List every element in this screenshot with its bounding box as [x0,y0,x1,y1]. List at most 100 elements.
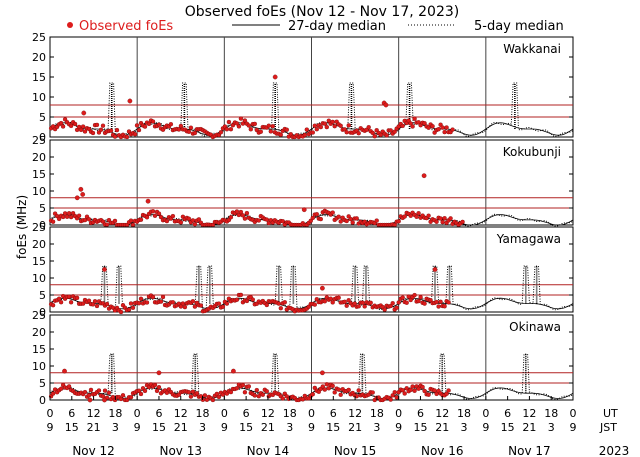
observed-point [328,296,333,301]
observed-point [80,124,86,129]
legend-observed-label: Observed foEs [79,19,173,34]
observed-point [404,300,409,305]
y-tick-label: 20 [32,151,46,164]
observed-point [360,300,365,305]
observed-point [322,121,327,126]
observed-point [426,213,431,218]
observed-point [310,215,315,221]
observed-point [418,295,423,300]
observed-point [156,385,162,390]
observed-point [336,214,341,219]
observed-point [300,397,305,402]
y-axis-label: foEs (MHz) [15,195,29,259]
observed-point [320,370,325,376]
observed-point [100,123,106,128]
observed-point [410,384,415,389]
observed-point [158,299,164,304]
jst-tick-label: 9 [570,421,577,434]
observed-point [304,127,309,132]
jst-tick-label: 3 [199,421,206,434]
observed-point [392,129,397,134]
observed-point [136,388,142,393]
date-label: Nov 14 [247,444,290,457]
observed-point [60,124,66,129]
jst-tick-label: 9 [47,421,54,434]
observed-point [320,285,325,291]
observed-point [228,389,234,395]
observed-point [86,393,92,398]
observed-point [344,218,349,224]
observed-point [78,127,84,133]
observed-point [104,301,110,307]
observed-point [96,388,102,393]
observed-point [80,192,86,197]
ut-tick-label: 6 [417,407,424,420]
observed-point [82,217,88,223]
y-tick-label: 5 [39,289,46,302]
jst-tick-label: 9 [395,421,402,434]
observed-point [322,299,327,304]
observed-point [192,222,198,227]
observed-point [242,390,248,395]
observed-point [238,116,244,121]
jst-tick-label: 3 [461,421,468,434]
observed-point [392,390,397,395]
observed-point [446,300,451,305]
observed-point [372,134,377,139]
jst-tick-label: 21 [522,421,536,434]
y-tick-label: 15 [32,343,46,356]
date-label: Nov 16 [421,444,464,457]
observed-point [330,300,335,305]
observed-point [280,396,285,401]
observed-point [256,218,261,223]
ut-tick-label: 12 [87,407,101,420]
y-tick-label: 25 [32,309,46,322]
observed-point [338,123,343,128]
observed-point [220,304,226,309]
observed-point [346,298,351,303]
observed-point [118,396,124,402]
ut-tick-label: 6 [330,407,337,420]
y-tick-label: 15 [32,255,46,268]
observed-point [400,388,405,393]
observed-point [396,300,401,305]
observed-point [127,98,133,104]
observed-point [270,124,275,129]
observed-point [422,301,427,306]
observed-point [312,302,317,307]
observed-point [272,74,278,80]
observed-point [440,219,445,225]
observed-point [90,130,96,136]
observed-point [58,120,64,126]
observed-point [234,121,240,126]
observed-point [74,195,80,201]
ut-tick-label: 0 [482,407,489,420]
y-tick-label: 10 [32,272,46,285]
ut-tick-label: 6 [68,407,75,420]
date-label: Nov 12 [72,444,115,457]
observed-point [128,301,134,306]
observed-point [324,124,329,130]
observed-point [112,218,118,224]
observed-point [434,299,439,305]
observed-point [278,132,283,137]
observed-point [383,102,389,108]
observed-point [145,198,151,204]
observed-point [87,397,93,403]
observed-point [444,391,449,396]
ut-tick-label: 0 [308,407,315,420]
observed-point [382,307,387,312]
observed-point [302,132,307,138]
observed-point [450,127,455,132]
observed-point [426,392,431,397]
y-tick-label: 10 [32,360,46,373]
observed-point [188,125,194,130]
observed-point [356,388,361,393]
y-tick-label: 0 [39,394,46,407]
observed-point [210,397,216,403]
observed-point [92,299,98,304]
observed-point [400,123,405,129]
observed-point [56,216,62,222]
observed-point [72,121,78,127]
y-tick-label: 15 [32,71,46,84]
